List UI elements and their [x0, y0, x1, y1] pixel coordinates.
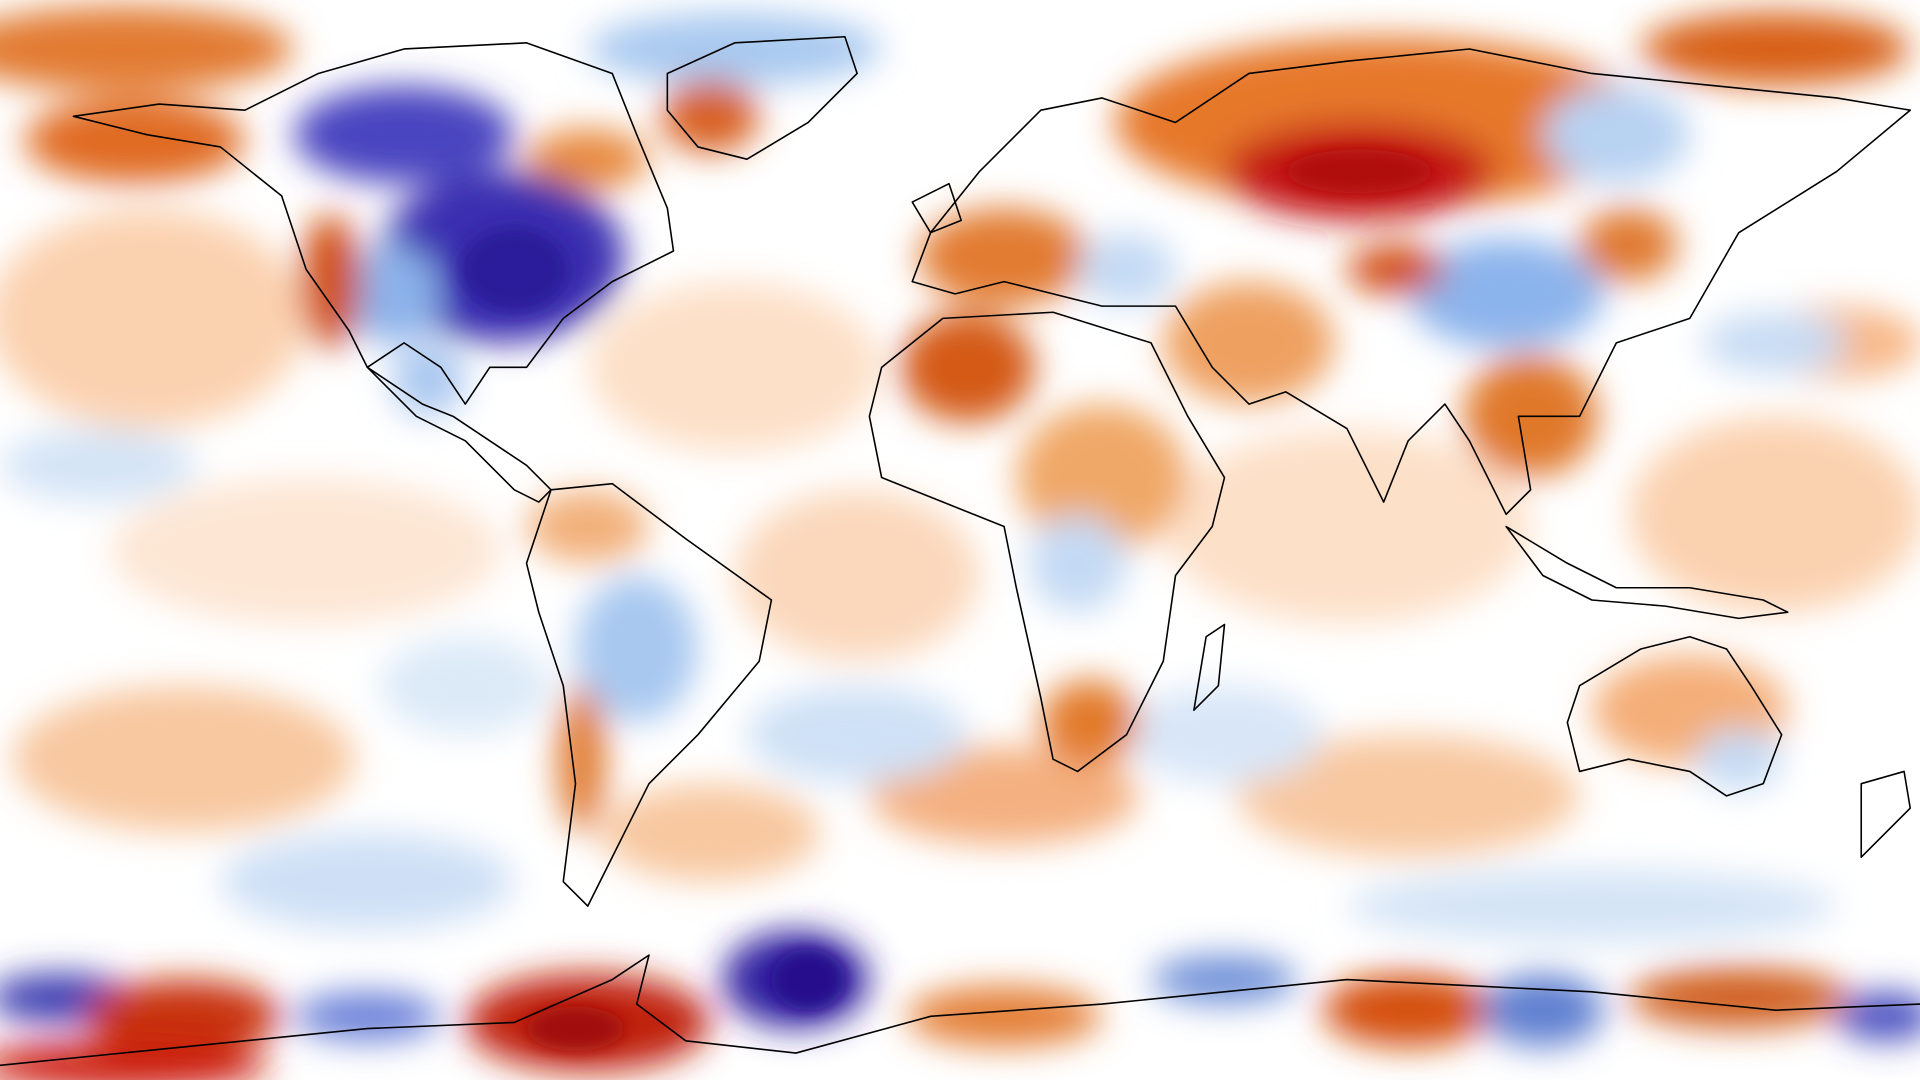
madagascar: [1193, 623, 1226, 712]
warm-area: [1236, 734, 1580, 858]
cold-area: [1836, 991, 1920, 1041]
hot-area: [85, 979, 282, 1054]
warm-area: [918, 208, 1090, 307]
warm-area: [24, 97, 245, 184]
warm-area: [1163, 428, 1531, 625]
warm-area: [1628, 416, 1920, 613]
warm-area: [1579, 208, 1678, 282]
british-isles: [911, 182, 963, 234]
warm-area: [1640, 12, 1911, 86]
anomaly-detail: [459, 149, 1433, 1051]
cool-area: [1695, 728, 1782, 790]
cool-area: [1481, 973, 1605, 1047]
warm-area: [600, 783, 821, 882]
warm-area: [0, 208, 307, 429]
hot-area: [526, 1006, 625, 1051]
cool-area: [746, 685, 968, 784]
south-america: [525, 482, 773, 907]
warm-area: [1322, 973, 1494, 1047]
warm-area: [869, 746, 1139, 845]
africa: [868, 311, 1226, 773]
warm-area: [587, 281, 882, 454]
warm-area: [906, 985, 1103, 1047]
cold-area: [459, 226, 570, 313]
warm-area: [12, 685, 356, 833]
cool-area: [575, 575, 698, 723]
cool-area: [1028, 514, 1127, 613]
cool-area: [587, 12, 882, 86]
warm-area: [557, 685, 607, 833]
indonesia: [1505, 525, 1789, 620]
cold-area: [771, 948, 845, 1011]
new-zealand: [1860, 770, 1911, 858]
warm-area: [1346, 244, 1445, 294]
warm-area: [734, 489, 980, 662]
cool-area: [1702, 312, 1849, 374]
cool-area: [391, 342, 466, 417]
coastlines: [0, 35, 1920, 1067]
north-america: [72, 42, 675, 405]
cool-area: [1346, 869, 1837, 943]
antarctica: [0, 954, 1920, 1067]
greenland: [666, 35, 858, 160]
cool-area: [1077, 232, 1176, 307]
hot-area: [0, 1040, 270, 1080]
warm-area: [110, 477, 503, 625]
cold-area: [293, 85, 515, 184]
warm-area: [1040, 679, 1139, 766]
warm-area: [1163, 281, 1335, 405]
warm-area: [300, 214, 362, 349]
cool-area: [1408, 238, 1605, 349]
cool-area: [1542, 85, 1690, 184]
cool-area: [220, 832, 515, 931]
australia: [1566, 635, 1783, 797]
cool-area: [0, 428, 196, 503]
cool-area: [379, 636, 552, 735]
warm-area: [900, 312, 1035, 423]
warm-area: [1016, 404, 1188, 552]
warm-area: [526, 489, 649, 564]
warm-area: [526, 128, 649, 190]
cool-area: [342, 244, 441, 343]
hot-area: [1285, 149, 1433, 194]
warm-area: [1628, 967, 1849, 1029]
warm-area: [661, 79, 760, 154]
eurasia: [911, 48, 1911, 516]
cool-area: [293, 991, 441, 1041]
cool-area: [1151, 955, 1298, 1005]
warm-area: [0, 6, 294, 92]
cool-area: [1126, 685, 1323, 784]
